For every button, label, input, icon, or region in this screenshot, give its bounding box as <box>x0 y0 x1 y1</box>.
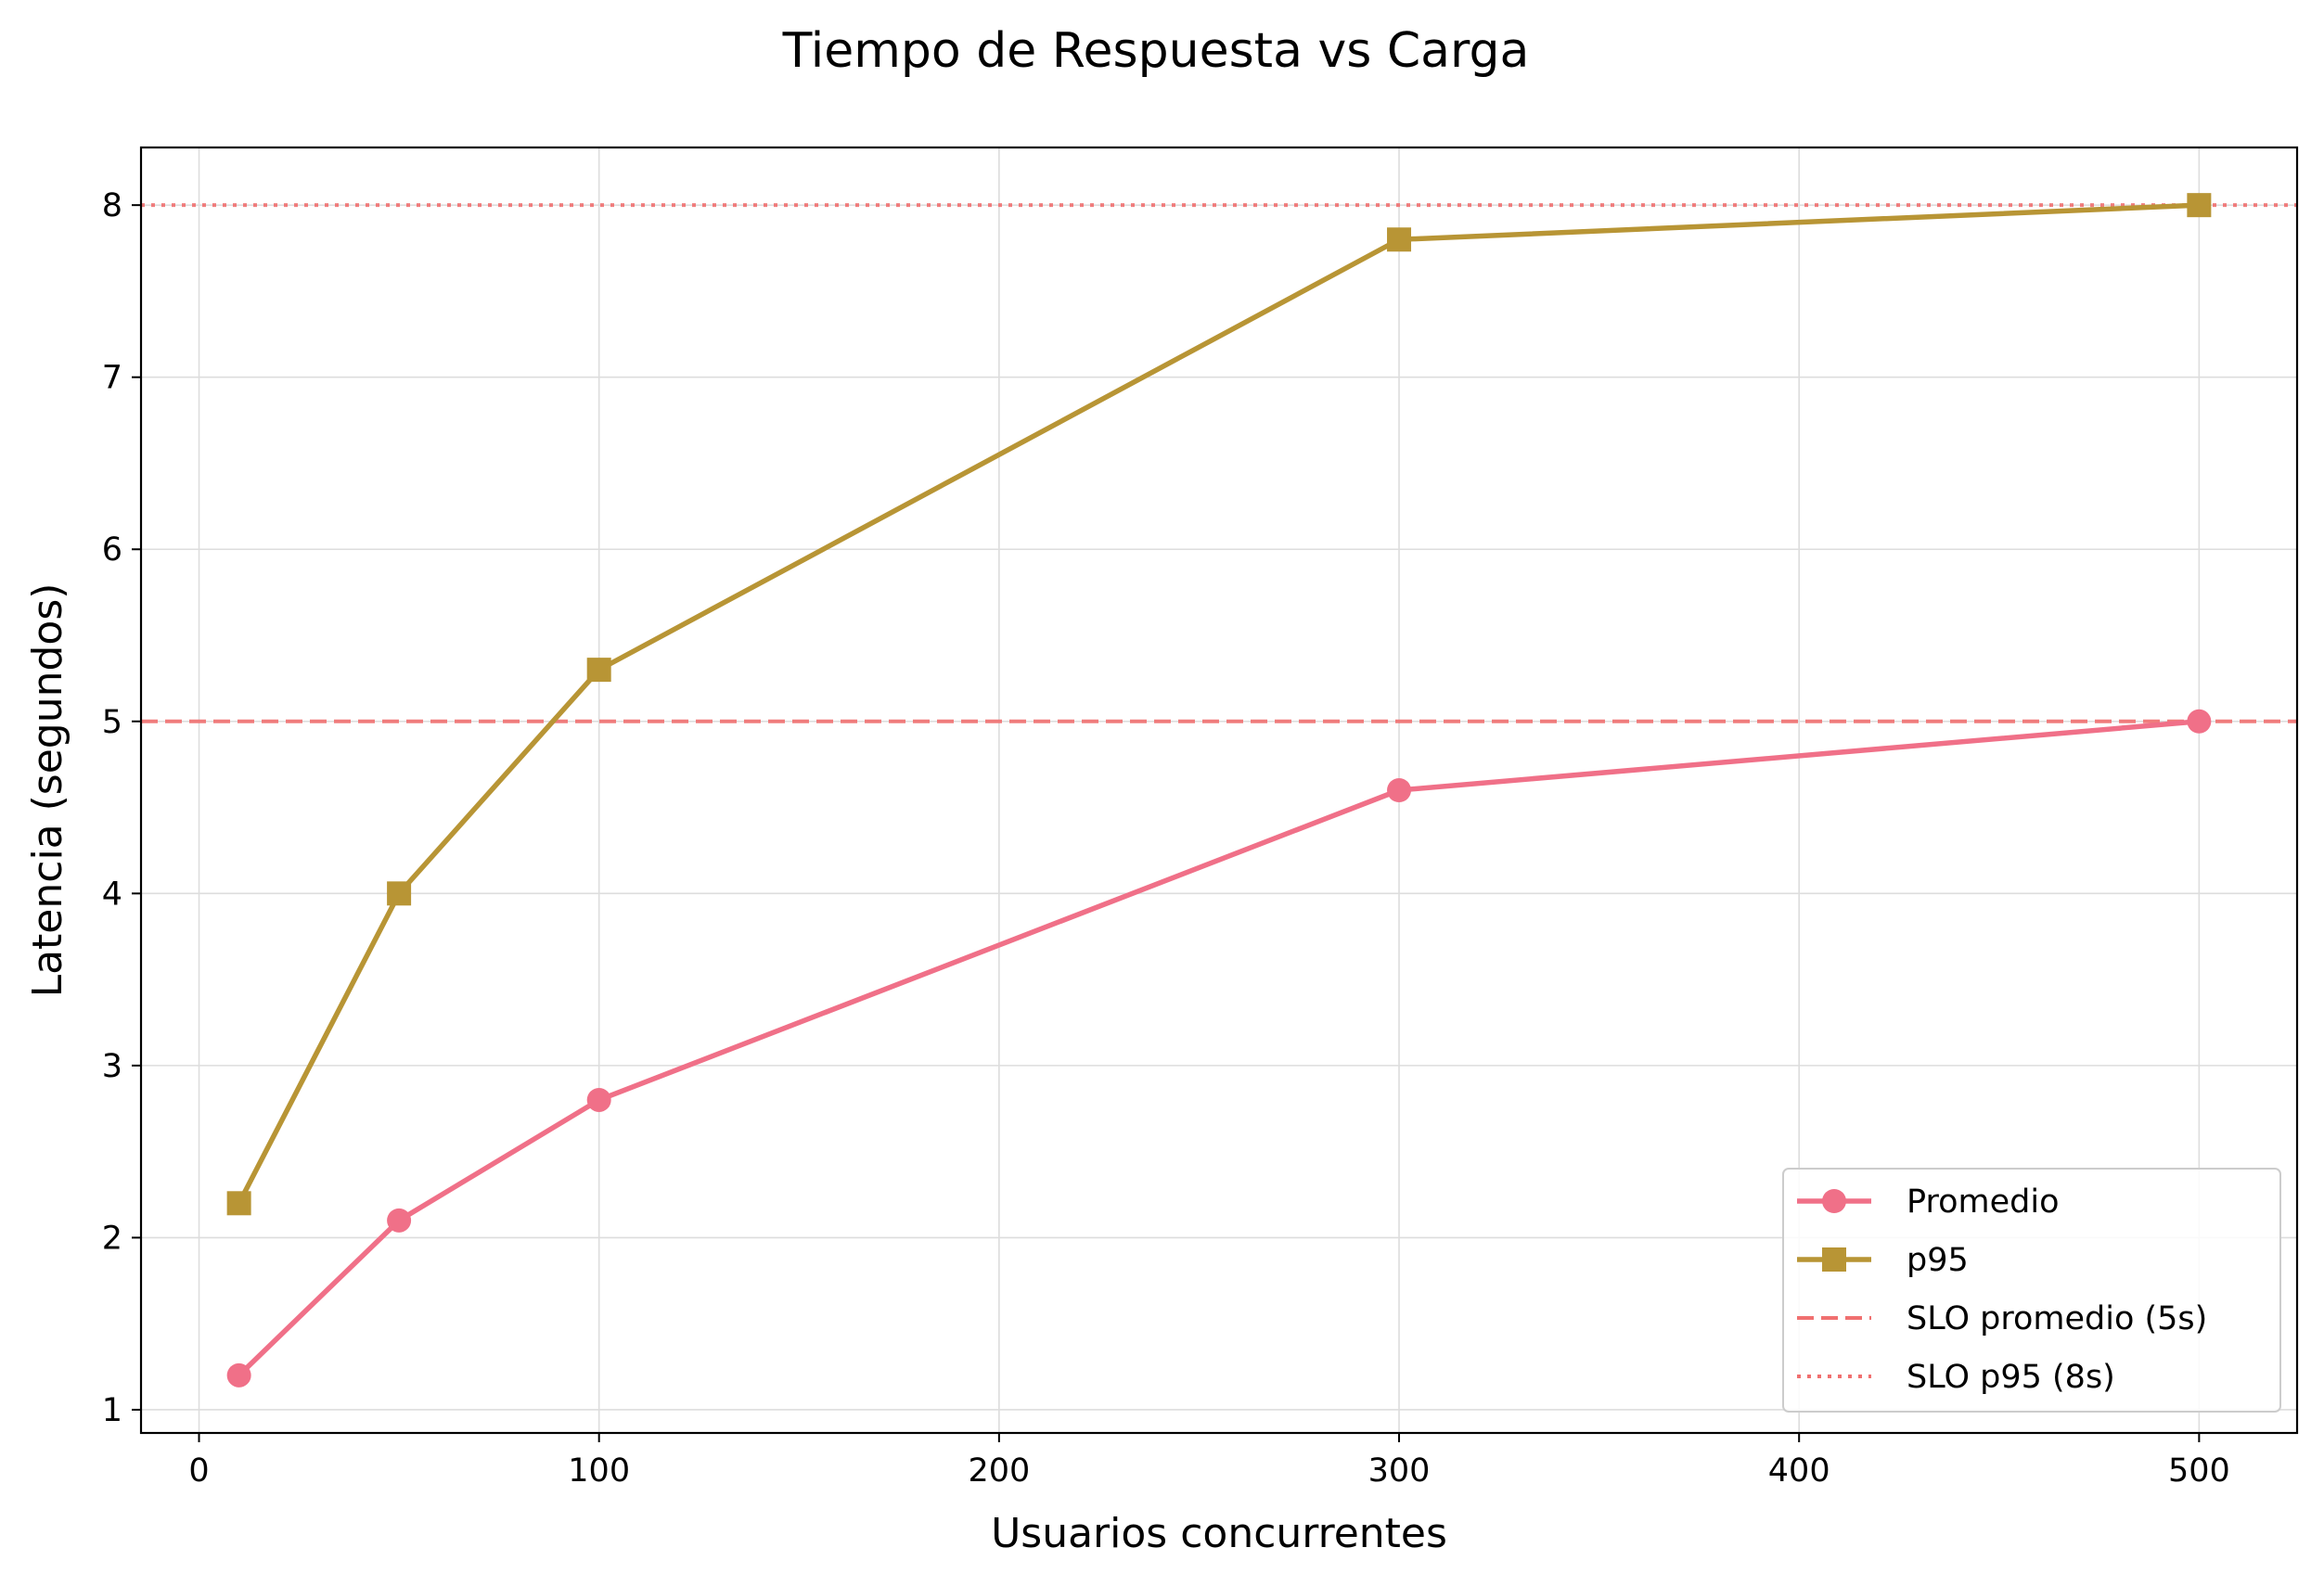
legend-label: SLO p95 (8s) <box>1907 1359 2115 1396</box>
data-point-promedio <box>586 1087 611 1112</box>
y-tick-label: 3 <box>102 1048 122 1085</box>
legend: Promedio p95 SLO promedio (5s) SLO p95 (8s) <box>1782 1168 2281 1413</box>
y-tick-label: 8 <box>102 187 122 224</box>
series-line-p95 <box>237 202 2200 1205</box>
legend-item-p95: p95 <box>1797 1242 1969 1279</box>
data-point-p95 <box>226 1191 251 1216</box>
axis-ticks: 0 100 200 300 400 500 1 2 3 4 5 6 7 8 <box>102 187 2230 1490</box>
chart-title: Tiempo de Respuesta vs Carga <box>782 23 1530 79</box>
data-point-promedio <box>226 1362 251 1388</box>
legend-item-promedio: Promedio <box>1797 1183 2060 1221</box>
data-point-promedio <box>1387 778 1412 802</box>
legend-box <box>1782 1168 2281 1413</box>
data-point-p95 <box>387 881 412 906</box>
y-tick-label: 1 <box>102 1392 122 1429</box>
y-axis-label: Latencia (segundos) <box>24 583 71 998</box>
data-point-promedio <box>2187 709 2212 734</box>
plot-frame <box>139 146 2299 1435</box>
x-tick-label: 200 <box>968 1452 1030 1490</box>
legend-marker-circle <box>1822 1189 1846 1213</box>
legend-item-slo-promedio: SLO promedio (5s) <box>1797 1300 2207 1337</box>
y-tick-label: 2 <box>102 1220 122 1257</box>
legend-marker-square <box>1822 1247 1846 1272</box>
series <box>226 193 2212 1388</box>
x-tick-label: 300 <box>1368 1452 1431 1490</box>
legend-label: p95 <box>1907 1242 1969 1279</box>
x-tick-label: 400 <box>1768 1452 1830 1490</box>
data-point-p95 <box>1387 227 1412 252</box>
legend-label: SLO promedio (5s) <box>1907 1300 2207 1337</box>
y-tick-label: 5 <box>102 704 122 741</box>
reference-lines <box>141 203 2297 723</box>
y-tick-label: 7 <box>102 360 122 397</box>
y-tick-label: 4 <box>102 876 122 913</box>
legend-label: Promedio <box>1907 1183 2060 1221</box>
x-tick-label: 500 <box>2168 1452 2230 1490</box>
x-tick-label: 100 <box>568 1452 630 1490</box>
data-point-p95 <box>2187 193 2212 218</box>
x-tick-label: 0 <box>188 1452 209 1490</box>
y-tick-label: 6 <box>102 531 122 569</box>
legend-item-slo-p95: SLO p95 (8s) <box>1797 1359 2115 1396</box>
x-axis-label: Usuarios concurrentes <box>991 1510 1447 1557</box>
data-point-promedio <box>387 1208 412 1233</box>
data-point-p95 <box>586 658 611 683</box>
